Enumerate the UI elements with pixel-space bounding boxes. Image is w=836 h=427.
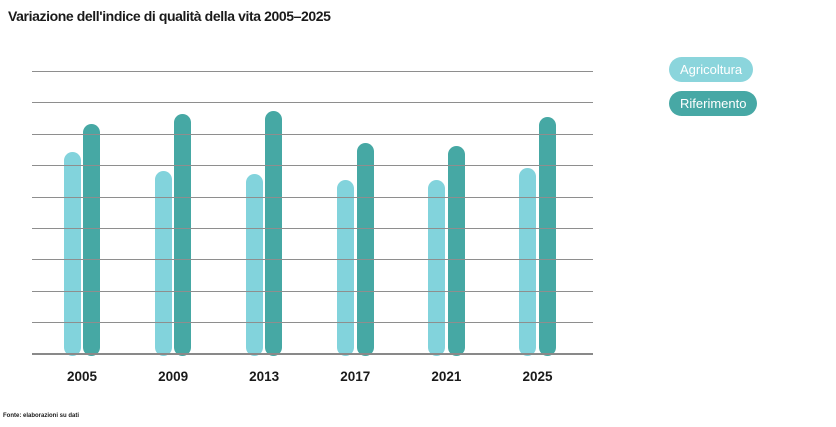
x-axis-label-2013: 2013	[249, 369, 280, 384]
x-axis-label-2021: 2021	[431, 369, 462, 384]
legend-item-riferimento[interactable]: Riferimento	[669, 91, 758, 116]
chart-title: Variazione dell'indice di qualità della …	[8, 8, 331, 24]
x-axis-label-2025: 2025	[522, 369, 553, 384]
bar-agricoltura-2025	[519, 167, 537, 356]
gridline	[32, 322, 593, 324]
gridline	[32, 196, 593, 198]
x-axis-label-2017: 2017	[340, 369, 371, 384]
bar-agricoltura-2017	[337, 180, 355, 356]
legend: Agricoltura Riferimento	[669, 57, 758, 116]
bar-riferimento-2017	[356, 142, 374, 356]
gridline	[32, 71, 593, 72]
source-note: Fonte: elaborazioni su dati	[3, 413, 80, 419]
gridline	[32, 290, 593, 292]
bar-agricoltura-2013	[245, 173, 263, 356]
bar-riferimento-2013	[265, 111, 283, 356]
legend-item-agricoltura[interactable]: Agricoltura	[669, 57, 754, 82]
x-axis-label-2009: 2009	[158, 369, 189, 384]
bar-agricoltura-2021	[428, 180, 446, 356]
bar-riferimento-2009	[174, 114, 192, 356]
x-axis-line	[32, 352, 593, 355]
gridline	[32, 165, 593, 167]
gridline	[32, 102, 593, 104]
bar-agricoltura-2005	[63, 151, 81, 356]
gridline	[32, 259, 593, 261]
bar-riferimento-2005	[83, 123, 101, 356]
bar-riferimento-2025	[538, 117, 556, 356]
gridline	[32, 133, 593, 135]
gridline	[32, 227, 593, 229]
bar-agricoltura-2009	[154, 170, 172, 356]
x-axis-label-2005: 2005	[66, 369, 98, 384]
bar-riferimento-2021	[447, 145, 465, 356]
